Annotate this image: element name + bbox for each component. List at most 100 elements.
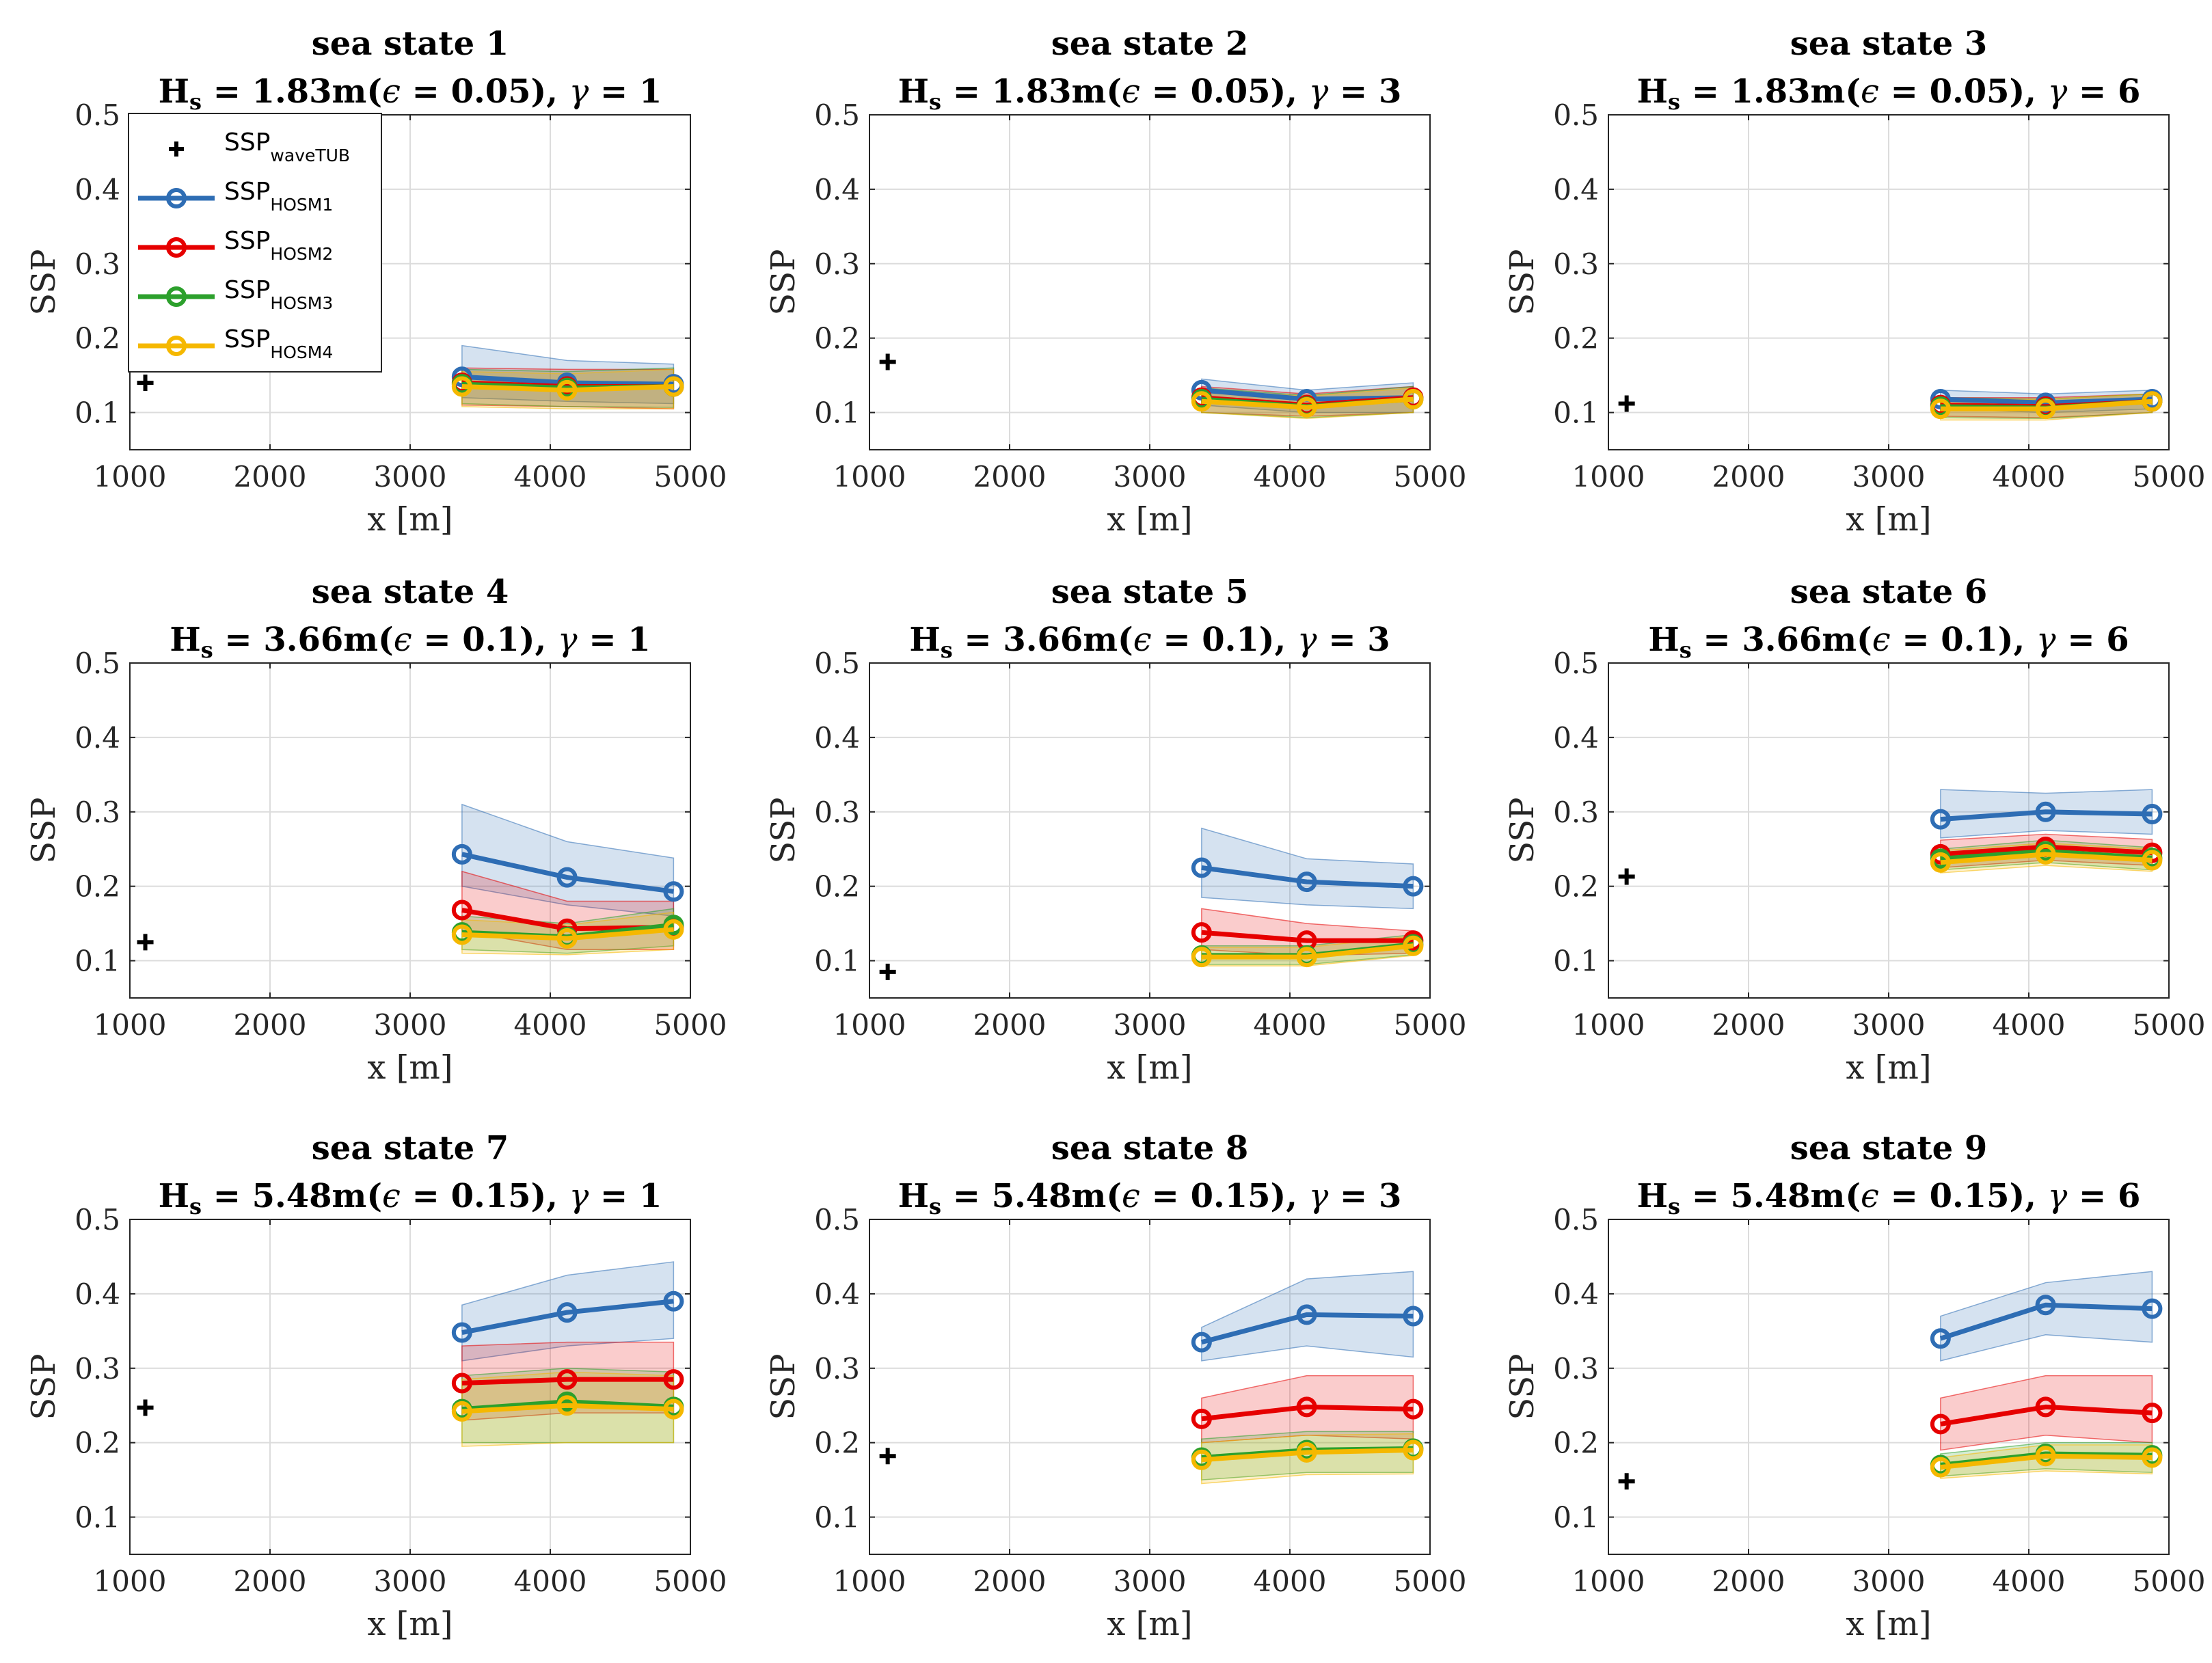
- marker-ssphosm1: [1296, 871, 1317, 893]
- legend-label-hosm2: SSPHOSM2: [224, 227, 333, 264]
- y-tick-label: 0.5: [1553, 98, 1599, 132]
- marker-ssphosm2: [663, 1369, 684, 1390]
- marker-ssphosm1: [556, 1302, 578, 1323]
- marker-ssphosm4: [1403, 388, 1424, 409]
- marker-ssphosm2: [2142, 1403, 2163, 1424]
- marker-sspwavetub: [1618, 1473, 1635, 1490]
- marker-ssphosm4: [1403, 935, 1424, 956]
- x-tick-label: 5000: [1394, 1008, 1467, 1042]
- x-tick-label: 2000: [973, 460, 1047, 494]
- legend-label-main: SSP: [224, 276, 270, 304]
- subtitle-hs-value: = 1.83m(: [941, 72, 1122, 111]
- x-tick-label: 1000: [833, 1565, 906, 1598]
- x-axis-label: x [m]: [1107, 500, 1192, 539]
- y-tick-label: 0.2: [75, 870, 120, 904]
- y-tick-label: 0.5: [814, 98, 860, 132]
- y-tick-label: 0.4: [75, 173, 120, 206]
- marker-ssphosm1: [2142, 804, 2163, 825]
- subtitle-h: H: [909, 621, 940, 659]
- line-ssphosm2: [1940, 1404, 2153, 1427]
- marker-sspwavetub: [879, 1448, 896, 1465]
- subplot-subtitle: Hs = 1.83m(ϵ = 0.05), γ = 6: [1637, 72, 2141, 115]
- marker-ssphosm1: [1403, 876, 1424, 897]
- subtitle-epsilon-value: = 0.05),: [1140, 72, 1309, 111]
- subtitle-gamma: γ: [569, 1177, 589, 1215]
- marker-ssphosm4: [451, 1401, 472, 1422]
- subplot-8: sea state 8 Hs = 5.48m(ϵ = 0.15), γ = 3 10…: [764, 1129, 1466, 1643]
- marker-ssphosm4: [451, 376, 472, 397]
- y-tick-label: 0.3: [75, 796, 120, 829]
- subtitle-gamma: γ: [2048, 1177, 2068, 1215]
- x-tick-label: 5000: [2133, 460, 2206, 494]
- y-tick-label: 0.2: [75, 1427, 120, 1460]
- subplot-4: sea state 4 Hs = 3.66m(ϵ = 0.1), γ = 1 100…: [25, 573, 727, 1087]
- line-ssphosm4: [1940, 1453, 2153, 1470]
- marker-ssphosm1: [663, 881, 684, 902]
- marker-ssphosm2: [1191, 922, 1212, 943]
- subtitle-hs-value: = 5.48m(: [1680, 1177, 1861, 1215]
- y-tick-label: 0.3: [1553, 1352, 1599, 1385]
- subtitle-epsilon: ϵ: [1133, 621, 1152, 659]
- axes-frame: [129, 662, 691, 999]
- y-axis-label: SSP: [1503, 1353, 1541, 1420]
- axes-frame: [1608, 114, 2170, 450]
- x-tick-label: 4000: [514, 460, 587, 494]
- y-tick-label: 0.2: [75, 322, 120, 355]
- subplot-5: sea state 5 Hs = 3.66m(ϵ = 0.1), γ = 3 100…: [764, 573, 1466, 1087]
- subtitle-h: H: [1648, 621, 1679, 659]
- y-axis-label: SSP: [1503, 797, 1541, 863]
- x-tick-label: 4000: [1254, 1008, 1327, 1042]
- line-ssphosm4: [461, 1403, 674, 1414]
- marker-ssphosm4: [556, 928, 578, 949]
- subtitle-gamma-value: = 6: [2067, 1177, 2140, 1215]
- line-ssphosm3: [461, 1399, 674, 1412]
- legend-label-subscript: HOSM3: [270, 293, 333, 313]
- subtitle-epsilon: ϵ: [382, 72, 401, 111]
- y-tick-label: 0.3: [75, 1352, 120, 1385]
- marker-sspwavetub: [879, 353, 896, 370]
- subtitle-epsilon-value: = 0.1),: [1152, 621, 1297, 659]
- y-tick-label: 0.2: [814, 870, 860, 904]
- subtitle-epsilon-value: = 0.15),: [401, 1177, 569, 1215]
- y-tick-label: 0.5: [75, 647, 120, 680]
- subtitle-epsilon: ϵ: [1861, 1177, 1879, 1215]
- y-tick-label: 0.3: [814, 1352, 860, 1385]
- line-ssphosm2: [461, 1377, 674, 1386]
- y-tick-label: 0.5: [75, 98, 120, 132]
- y-tick-label: 0.4: [1553, 1277, 1599, 1311]
- x-axis-label: x [m]: [1846, 1049, 1931, 1087]
- legend-label-hosm3: SSPHOSM3: [224, 276, 333, 313]
- legend-label-main: SSP: [224, 325, 270, 353]
- line-ssphosm1: [1940, 396, 2153, 405]
- x-tick-label: 5000: [654, 1565, 727, 1598]
- subtitle-h-subscript: s: [201, 637, 213, 663]
- marker-ssphosm4: [1191, 947, 1212, 968]
- y-tick-label: 0.5: [75, 1203, 120, 1236]
- y-tick-label: 0.1: [814, 396, 860, 430]
- x-tick-label: 3000: [1114, 1008, 1187, 1042]
- y-tick-label: 0.5: [814, 1203, 860, 1236]
- x-axis-label: x [m]: [1846, 1605, 1931, 1643]
- y-tick-label: 0.4: [814, 721, 860, 755]
- x-tick-label: 5000: [654, 1008, 727, 1042]
- marker-ssphosm4: [1296, 1442, 1317, 1463]
- legend-label-subscript: waveTUB: [270, 146, 350, 165]
- legend-circle-icon: [166, 188, 187, 208]
- x-tick-label: 3000: [1852, 1565, 1926, 1598]
- x-tick-label: 1000: [833, 1008, 906, 1042]
- y-axis-label: SSP: [25, 249, 63, 315]
- marker-ssphosm4: [1403, 1439, 1424, 1461]
- x-tick-label: 4000: [1993, 1565, 2066, 1598]
- y-axis-label: SSP: [764, 1353, 802, 1420]
- y-tick-label: 0.1: [75, 1501, 120, 1534]
- marker-ssphosm1: [1930, 809, 1951, 830]
- marker-ssphosm1: [2142, 1298, 2163, 1319]
- y-tick-label: 0.4: [75, 1277, 120, 1311]
- line-ssphosm4: [1940, 852, 2153, 865]
- subtitle-epsilon: ϵ: [1122, 1177, 1140, 1215]
- marker-ssphosm4: [2035, 1446, 2056, 1467]
- y-tick-label: 0.3: [814, 796, 860, 829]
- y-tick-label: 0.1: [814, 1501, 860, 1534]
- marker-ssphosm1: [2035, 801, 2056, 822]
- subtitle-gamma-value: = 1: [578, 621, 651, 659]
